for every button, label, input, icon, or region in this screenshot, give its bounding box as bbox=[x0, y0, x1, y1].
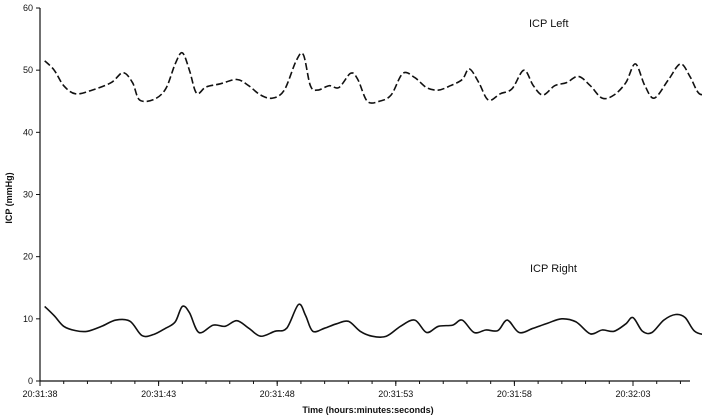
series-line-icp-left bbox=[44, 51, 702, 104]
series-layer bbox=[44, 51, 702, 338]
y-tick-label: 40 bbox=[23, 127, 33, 137]
series-line-icp-right bbox=[44, 303, 702, 338]
y-tick-label: 0 bbox=[28, 376, 33, 386]
y-tick-label: 20 bbox=[23, 252, 33, 262]
x-tick-label: 20:31:43 bbox=[141, 389, 176, 399]
y-axis-ticks: 0 10 20 30 40 50 60 bbox=[23, 3, 40, 386]
x-tick-label: 20:31:48 bbox=[260, 389, 295, 399]
x-tick-label: 20:31:53 bbox=[378, 389, 413, 399]
x-tick-label: 20:31:58 bbox=[497, 389, 532, 399]
y-tick-label: 60 bbox=[23, 3, 33, 13]
x-tick-label: 20:32:03 bbox=[615, 389, 650, 399]
x-tick-label: 20:31:38 bbox=[22, 389, 57, 399]
series-label-icp-right: ICP Right bbox=[530, 263, 577, 275]
y-tick-label: 50 bbox=[23, 65, 33, 75]
series-label-icp-left: ICP Left bbox=[529, 18, 569, 30]
y-tick-label: 10 bbox=[23, 314, 33, 324]
x-axis-title: Time (hours:minutes:seconds) bbox=[302, 405, 433, 415]
x-axis-ticks: 20:31:38 20:31:43 20:31:48 20:31:53 20:31:58… bbox=[22, 381, 681, 399]
y-tick-label: 30 bbox=[23, 190, 33, 200]
y-axis-title: ICP (mmHg) bbox=[4, 172, 14, 223]
